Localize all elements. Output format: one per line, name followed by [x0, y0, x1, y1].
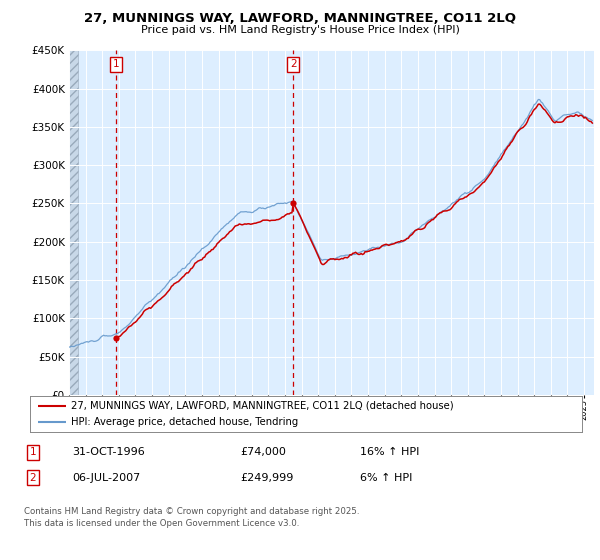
Text: 27, MUNNINGS WAY, LAWFORD, MANNINGTREE, CO11 2LQ (detached house): 27, MUNNINGS WAY, LAWFORD, MANNINGTREE, …	[71, 401, 454, 410]
Text: 6% ↑ HPI: 6% ↑ HPI	[360, 473, 412, 483]
Text: 1: 1	[29, 447, 37, 458]
Text: Contains HM Land Registry data © Crown copyright and database right 2025.
This d: Contains HM Land Registry data © Crown c…	[24, 507, 359, 528]
Text: Price paid vs. HM Land Registry's House Price Index (HPI): Price paid vs. HM Land Registry's House …	[140, 25, 460, 35]
Text: £74,000: £74,000	[240, 447, 286, 458]
Text: 2: 2	[290, 59, 296, 69]
Text: 27, MUNNINGS WAY, LAWFORD, MANNINGTREE, CO11 2LQ: 27, MUNNINGS WAY, LAWFORD, MANNINGTREE, …	[84, 12, 516, 25]
Text: 31-OCT-1996: 31-OCT-1996	[72, 447, 145, 458]
Text: £249,999: £249,999	[240, 473, 293, 483]
Text: 06-JUL-2007: 06-JUL-2007	[72, 473, 140, 483]
Text: HPI: Average price, detached house, Tendring: HPI: Average price, detached house, Tend…	[71, 418, 299, 427]
Text: 1: 1	[113, 59, 119, 69]
Text: 16% ↑ HPI: 16% ↑ HPI	[360, 447, 419, 458]
Text: 2: 2	[29, 473, 37, 483]
